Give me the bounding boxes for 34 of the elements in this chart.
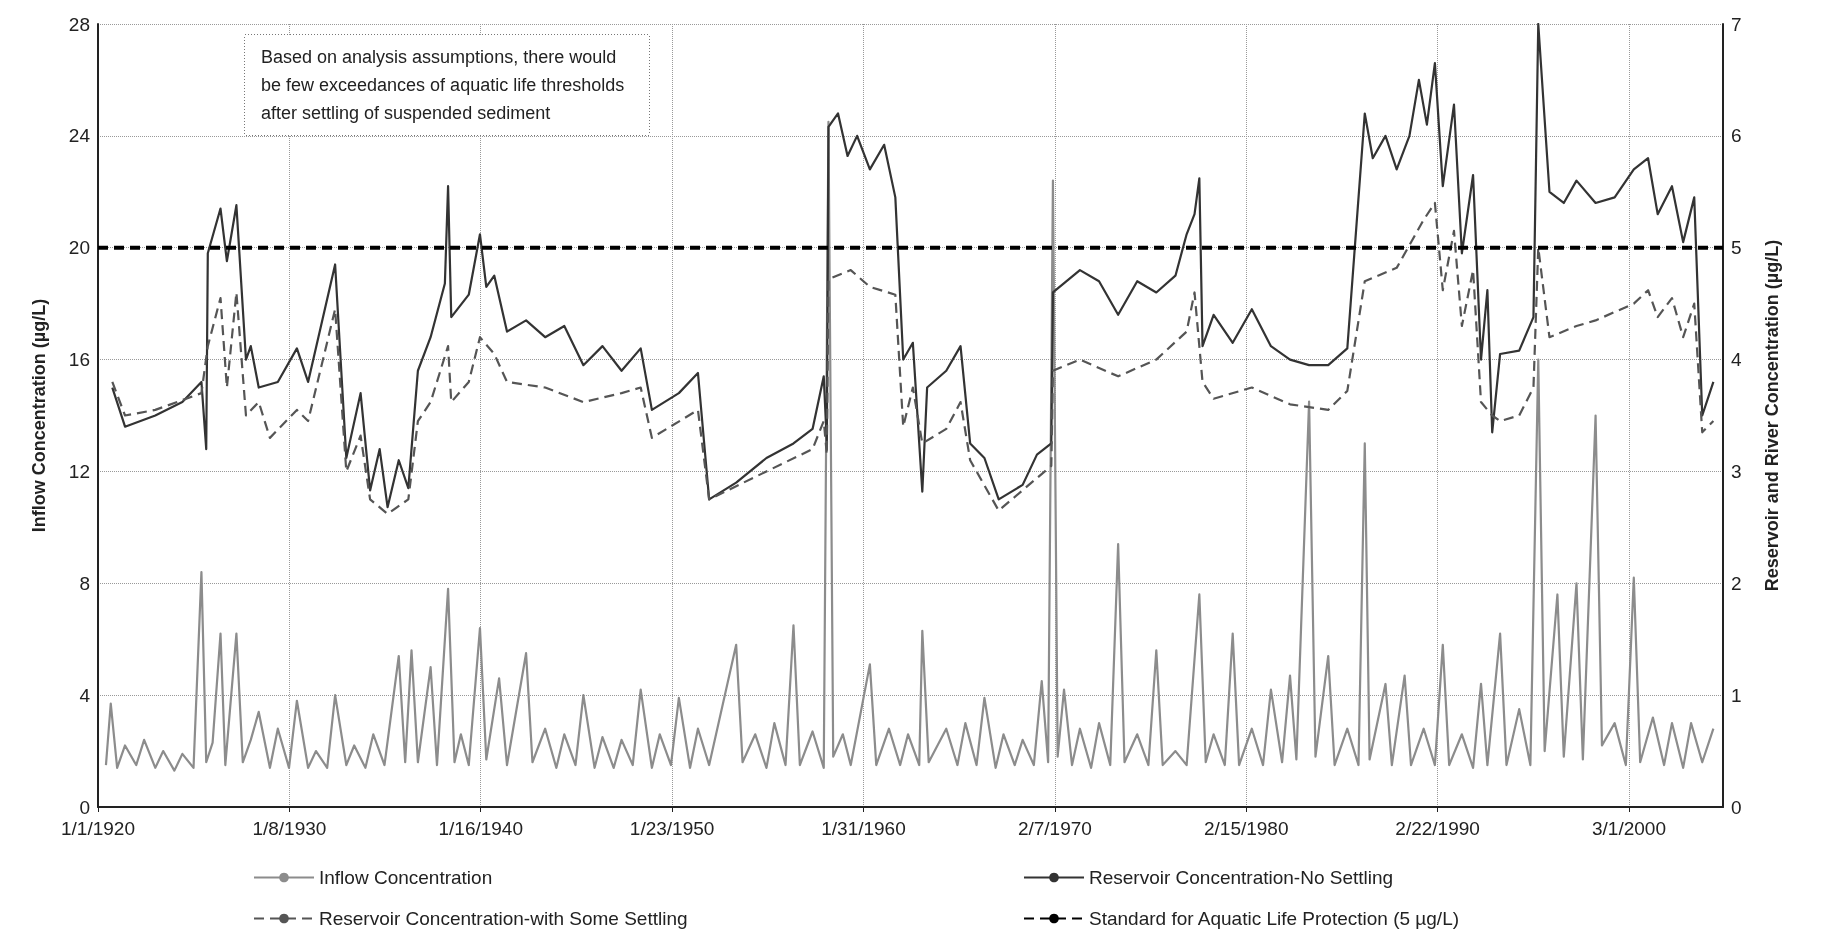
y-tick-label: 24 [68,125,91,147]
y2-tick-label: 0 [1731,796,1742,818]
x-tick-label: 3/1/2000 [1592,818,1666,839]
x-tick-label: 2/7/1970 [1017,818,1092,839]
y-tick-label: 20 [68,237,90,259]
line-series [111,22,1715,509]
y-tick-label: 0 [79,796,90,818]
x-tick-label: 1/23/1950 [629,818,715,839]
y-tick-label: 28 [68,13,90,35]
y2-tick-label: 7 [1731,13,1742,35]
line-series [111,201,1715,516]
y-tick-label: 8 [79,572,90,594]
y2-axis-title: Reservoir and River Concentration (µg/L) [1762,239,1782,592]
x-tick-label: 1/1/1920 [61,818,135,839]
x-tick-label: 1/31/1960 [821,818,906,839]
y2-tick-label: 3 [1731,460,1742,482]
x-tick-label: 1/8/1930 [252,818,327,839]
y2-tick-label: 6 [1731,125,1742,147]
legend-label: Reservoir Concentration-No Settling [1089,867,1394,888]
y2-tick-label: 5 [1731,237,1742,259]
legend-label: Reservoir Concentration-with Some Settling [319,908,688,929]
x-tick-label: 1/16/1940 [438,818,524,839]
x-tick-label: 2/15/1980 [1203,818,1289,839]
y-tick-label: 16 [68,349,90,371]
y-tick-label: 4 [79,684,91,706]
legend-label: Inflow Concentration [319,867,493,888]
y2-tick-label: 4 [1731,349,1742,371]
x-tick-label: 2/22/1990 [1395,818,1480,839]
y-tick-label: 12 [68,460,90,482]
annotation: Based on analysis assumptions, there would be few exceedances of aquatic life thresholds after settling of suspended sediment [261,47,630,123]
legend-label: Standard for Aquatic Life Protection (5 µg/L) [1089,908,1460,929]
y2-tick-label: 1 [1731,684,1742,706]
y-axis-title: Inflow Concentration (µg/L) [29,298,49,533]
y2-tick-label: 2 [1731,572,1742,594]
